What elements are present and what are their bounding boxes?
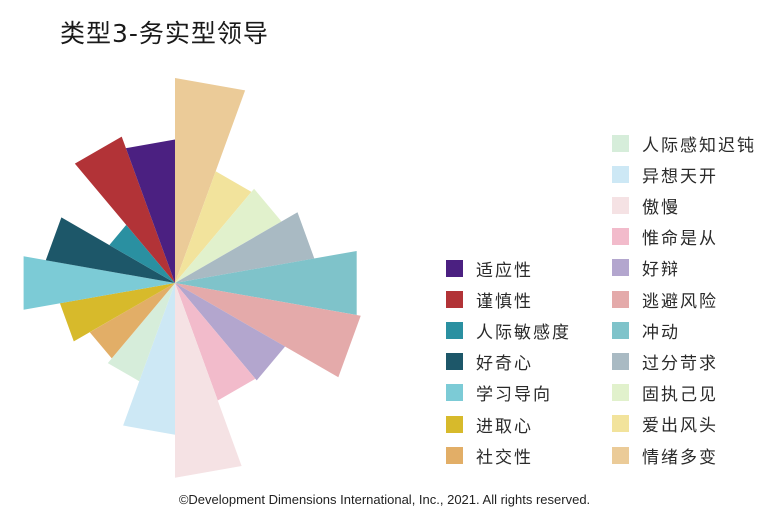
- legend-item-惟命是从: 惟命是从: [612, 227, 718, 250]
- legend-swatch: [612, 415, 629, 433]
- legend-label: 社交性: [476, 447, 533, 468]
- slice-异想天开: [123, 283, 175, 435]
- legend-item-社交性: 社交性: [446, 445, 533, 468]
- legend-item-固执己见: 固执己见: [612, 383, 718, 406]
- legend-label: 过分苛求: [642, 353, 718, 374]
- slice-社交性: [89, 283, 175, 359]
- slice-人际敏感度: [109, 224, 175, 283]
- legend-swatch: [612, 134, 629, 152]
- legend-item-情绪多变: 情绪多变: [612, 445, 718, 468]
- slice-人际感知迟钝: [107, 283, 175, 382]
- legend-item-逃避风险: 逃避风险: [612, 289, 718, 312]
- legend-item-人际感知迟钝: 人际感知迟钝: [612, 133, 756, 156]
- legend-swatch: [612, 384, 629, 402]
- legend-swatch: [612, 165, 629, 183]
- legend-label: 傲慢: [642, 197, 680, 218]
- legend-item-冲动: 冲动: [612, 320, 680, 343]
- legend-swatch: [446, 321, 463, 339]
- legend-item-进取心: 进取心: [446, 414, 533, 437]
- legend-swatch: [612, 196, 629, 214]
- legend-label: 好奇心: [476, 354, 533, 375]
- legend-label: 人际感知迟钝: [642, 135, 756, 156]
- slice-学习导向: [23, 256, 176, 310]
- legend-swatch: [612, 321, 629, 339]
- legend-label: 学习导向: [476, 385, 552, 406]
- legend-item-好辩: 好辩: [612, 258, 680, 281]
- legend-label: 适应性: [476, 260, 533, 281]
- slice-惟命是从: [175, 283, 256, 401]
- legend-item-学习导向: 学习导向: [446, 383, 552, 406]
- legend-swatch: [612, 352, 629, 370]
- legend-item-傲慢: 傲慢: [612, 195, 680, 218]
- legend-item-谨慎性: 谨慎性: [446, 289, 533, 312]
- legend-swatch: [446, 415, 463, 433]
- slice-好辩: [175, 283, 286, 381]
- slice-情绪多变: [175, 78, 246, 283]
- slice-固执己见: [175, 188, 282, 283]
- slice-冲动: [175, 250, 357, 316]
- slice-爱出风头: [175, 171, 252, 283]
- legend-swatch: [446, 259, 463, 277]
- legend-label: 异想天开: [642, 166, 718, 187]
- slice-进取心: [59, 283, 175, 342]
- legend-label: 情绪多变: [642, 447, 718, 468]
- chart-title: 类型3-务实型领导: [60, 19, 269, 48]
- legend-item-过分苛求: 过分苛求: [612, 351, 718, 374]
- slice-逃避风险: [175, 283, 361, 378]
- legend-label: 好辩: [642, 260, 680, 281]
- legend-item-人际敏感度: 人际敏感度: [446, 320, 571, 343]
- legend-swatch: [612, 259, 629, 277]
- legend-label: 固执己见: [642, 385, 718, 406]
- legend-label: 爱出风头: [642, 416, 718, 437]
- legend-swatch: [612, 446, 629, 464]
- polar-area-chart: [23, 78, 361, 478]
- legend-label: 谨慎性: [476, 291, 533, 312]
- legend-swatch: [446, 446, 463, 464]
- legend-item-适应性: 适应性: [446, 258, 533, 281]
- legend-label: 逃避风险: [642, 291, 718, 312]
- legend-label: 人际敏感度: [476, 322, 571, 343]
- legend-swatch: [446, 353, 463, 371]
- legend-item-异想天开: 异想天开: [612, 164, 718, 187]
- legend-label: 进取心: [476, 416, 533, 437]
- legend-label: 冲动: [642, 322, 680, 343]
- legend-swatch: [446, 290, 463, 308]
- legend-swatch: [612, 290, 629, 308]
- slice-过分苛求: [175, 212, 315, 283]
- legend-item-好奇心: 好奇心: [446, 352, 533, 375]
- slice-谨慎性: [74, 136, 175, 283]
- legend-swatch: [612, 228, 629, 246]
- legend-swatch: [446, 384, 463, 402]
- slice-好奇心: [45, 217, 175, 283]
- copyright-footer: ©Development Dimensions International, I…: [178, 492, 591, 507]
- slice-适应性: [125, 139, 175, 283]
- legend-item-爱出风头: 爱出风头: [612, 414, 718, 437]
- legend-label: 惟命是从: [642, 229, 718, 250]
- slice-傲慢: [175, 283, 242, 478]
